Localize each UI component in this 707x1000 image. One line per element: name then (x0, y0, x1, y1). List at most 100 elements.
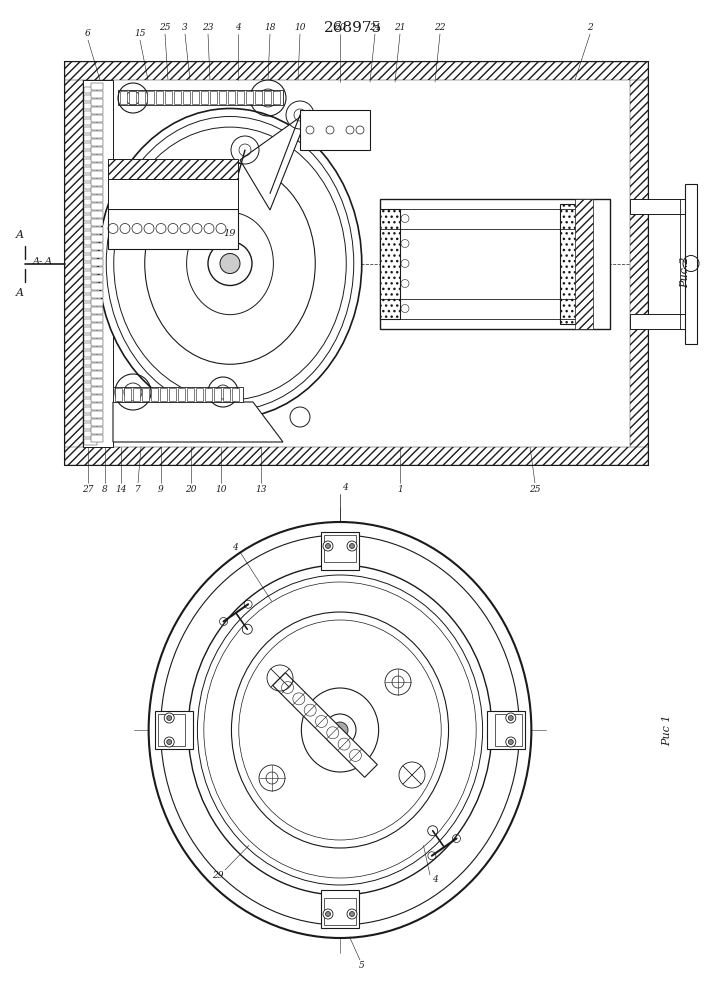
Bar (91, 187, 103, 194)
Circle shape (164, 737, 174, 747)
Ellipse shape (98, 108, 362, 418)
Text: -: - (39, 257, 42, 266)
Circle shape (347, 909, 357, 919)
Text: 20: 20 (334, 23, 346, 32)
Bar (91, 243, 103, 250)
Bar (228, 91, 235, 104)
Bar (91, 163, 103, 170)
Text: 13: 13 (255, 486, 267, 494)
Bar (84, 127, 97, 133)
Bar (575, 198, 593, 328)
Bar (84, 239, 97, 245)
Bar (630, 198, 690, 214)
Bar (91, 323, 103, 330)
Text: A: A (16, 288, 24, 298)
Bar (138, 91, 145, 104)
Bar (84, 95, 97, 101)
Bar (91, 179, 103, 186)
Bar (124, 388, 131, 401)
Polygon shape (321, 890, 359, 928)
Text: 23: 23 (202, 23, 214, 32)
Circle shape (508, 716, 513, 720)
Bar (83, 80, 630, 447)
Text: 10: 10 (294, 23, 305, 32)
Bar (91, 371, 103, 378)
Bar (84, 343, 97, 349)
Bar (142, 388, 149, 401)
Bar (264, 91, 271, 104)
Text: 1: 1 (397, 486, 403, 494)
Bar (91, 115, 103, 122)
Bar (91, 379, 103, 386)
Bar (133, 388, 140, 401)
Text: 7: 7 (135, 486, 141, 494)
Bar (84, 151, 97, 157)
Bar (178, 388, 185, 401)
Circle shape (164, 713, 174, 723)
Bar (91, 219, 103, 226)
Bar (165, 91, 172, 104)
Bar (91, 235, 103, 242)
Circle shape (506, 737, 516, 747)
Bar (169, 388, 176, 401)
Bar (84, 191, 97, 197)
Circle shape (332, 722, 348, 738)
Bar (84, 391, 97, 397)
Bar (196, 388, 203, 401)
Text: 4: 4 (232, 542, 238, 552)
Bar (91, 411, 103, 418)
Bar (192, 91, 199, 104)
Bar (91, 403, 103, 410)
Bar (91, 211, 103, 218)
Text: 4: 4 (235, 23, 241, 32)
Bar (91, 435, 103, 442)
Bar (84, 431, 97, 437)
Bar (84, 383, 97, 389)
Bar (84, 143, 97, 149)
Bar (91, 203, 103, 210)
Text: 25: 25 (159, 23, 171, 32)
Bar (84, 175, 97, 181)
Bar (187, 388, 194, 401)
Bar (91, 299, 103, 306)
Text: Рис 1: Рис 1 (662, 714, 672, 746)
Bar (685, 184, 697, 344)
Bar (174, 91, 181, 104)
Text: 4: 4 (432, 876, 438, 884)
Bar (91, 387, 103, 394)
Circle shape (323, 541, 333, 551)
Bar (91, 339, 103, 346)
Bar (120, 91, 127, 104)
Text: 14: 14 (115, 486, 127, 494)
Text: 2: 2 (587, 23, 593, 32)
Bar (300, 110, 370, 150)
Polygon shape (158, 714, 185, 746)
Polygon shape (240, 110, 310, 210)
Bar (84, 119, 97, 125)
Circle shape (325, 912, 330, 916)
Bar (113, 387, 243, 402)
Bar (84, 399, 97, 405)
Bar (273, 91, 280, 104)
Bar (91, 331, 103, 338)
Bar (630, 314, 690, 328)
Bar (91, 363, 103, 370)
Bar (118, 90, 283, 105)
Text: 268975: 268975 (324, 21, 382, 35)
Bar (91, 347, 103, 354)
Circle shape (167, 740, 172, 744)
Bar (91, 291, 103, 298)
Text: 4: 4 (342, 483, 348, 491)
Bar (84, 271, 97, 277)
Bar (84, 247, 97, 253)
Text: A: A (16, 230, 24, 239)
Bar (183, 91, 190, 104)
Bar (91, 171, 103, 178)
Bar (84, 351, 97, 357)
Bar (91, 283, 103, 290)
Bar (84, 311, 97, 317)
Bar (237, 91, 244, 104)
Bar (91, 99, 103, 106)
Text: 27: 27 (82, 486, 94, 494)
Bar (205, 388, 212, 401)
